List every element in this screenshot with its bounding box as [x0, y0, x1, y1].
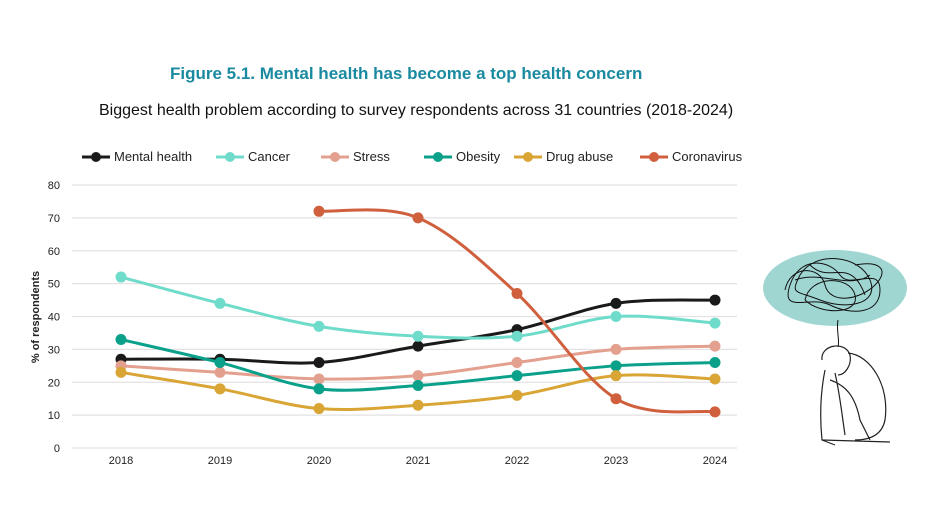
legend-marker [649, 152, 659, 162]
figure-subtitle: Biggest health problem according to surv… [99, 102, 734, 119]
x-tick-label: 2024 [703, 455, 727, 467]
y-tick-label: 60 [48, 246, 60, 258]
series-line-coronavirus [318, 208, 716, 414]
y-tick-label: 80 [48, 180, 60, 192]
stressed-person-illustration [763, 250, 907, 446]
data-point [709, 406, 721, 418]
data-point [214, 357, 226, 369]
legend-label: Drug abuse [546, 149, 613, 164]
y-tick-label: 40 [48, 312, 60, 324]
data-point [610, 311, 622, 322]
y-tick-label: 70 [48, 213, 60, 225]
series-line-cancer [120, 275, 716, 340]
legend-label: Stress [353, 149, 390, 164]
data-point [214, 366, 226, 378]
data-point [412, 340, 424, 352]
x-tick-label: 2019 [208, 455, 232, 467]
data-point [511, 287, 523, 299]
data-point [709, 317, 721, 329]
x-tick-label: 2022 [505, 455, 529, 467]
y-tick-label: 20 [48, 377, 60, 389]
legend-marker [523, 152, 533, 162]
figure-title: Figure 5.1. Mental health has become a t… [170, 64, 643, 83]
data-point [610, 297, 622, 309]
legend-marker [91, 152, 101, 162]
data-point [610, 370, 622, 382]
data-point [313, 403, 325, 415]
y-tick-label: 30 [48, 344, 60, 356]
legend-label: Obesity [456, 149, 501, 164]
x-tick-label: 2020 [307, 455, 331, 467]
data-point [214, 297, 226, 309]
y-tick-label: 10 [48, 410, 60, 422]
data-point [709, 340, 721, 352]
data-point [412, 399, 424, 411]
data-point [511, 370, 523, 382]
data-point [313, 383, 325, 395]
x-tick-label: 2021 [406, 455, 430, 467]
legend-label: Mental health [114, 149, 192, 164]
data-point [412, 212, 424, 224]
data-point [511, 389, 523, 401]
data-point [115, 334, 127, 346]
y-tick-label: 0 [54, 443, 60, 455]
data-point [412, 330, 424, 342]
y-axis-label: % of respondents [30, 271, 42, 363]
legend-marker [433, 152, 443, 162]
data-point [709, 357, 721, 369]
legend-label: Coronavirus [672, 149, 743, 164]
y-tick-label: 50 [48, 279, 60, 291]
data-point [412, 370, 424, 382]
legend-marker [330, 152, 340, 162]
data-point [511, 357, 523, 369]
data-point [511, 330, 523, 342]
data-point [610, 343, 622, 355]
data-point [412, 380, 424, 392]
x-tick-label: 2018 [109, 455, 133, 467]
data-point [115, 366, 127, 378]
data-point [313, 373, 325, 385]
data-point [313, 205, 325, 217]
data-point [313, 357, 325, 369]
data-point [214, 383, 226, 395]
data-point [709, 294, 721, 306]
legend-label: Cancer [248, 149, 291, 164]
data-point [610, 360, 622, 372]
legend-marker [225, 152, 235, 162]
data-point [610, 393, 622, 405]
x-tick-label: 2023 [604, 455, 628, 467]
data-point [115, 271, 127, 283]
data-point [313, 320, 325, 332]
data-point [709, 373, 721, 385]
